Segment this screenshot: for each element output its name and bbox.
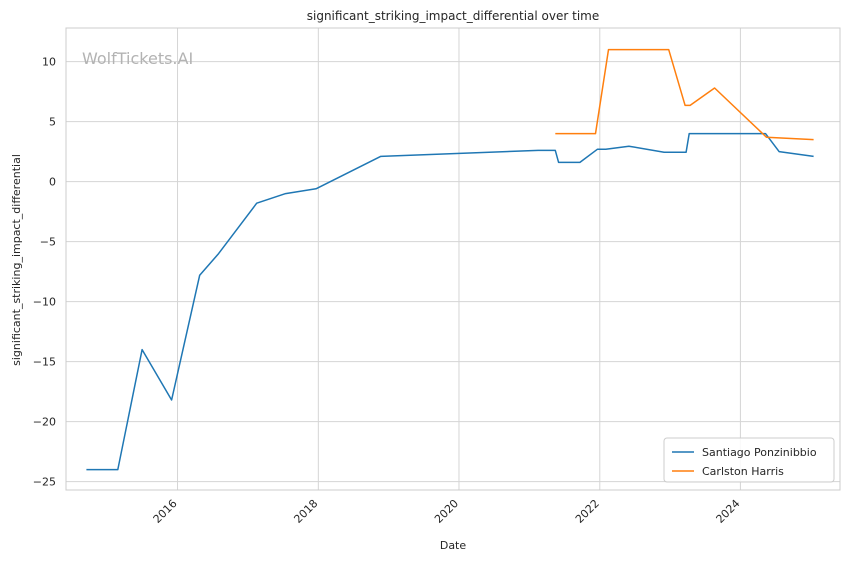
y-tick-label: −15 [33, 356, 56, 369]
chart-title: significant_striking_impact_differential… [307, 9, 599, 23]
y-tick-label: 10 [42, 56, 56, 69]
y-tick-label: −10 [33, 296, 56, 309]
x-tick-label: 2020 [432, 497, 461, 526]
x-tick-label: 2018 [291, 497, 320, 526]
x-tick-label: 2016 [151, 497, 180, 526]
plot-frame [65, 27, 841, 491]
x-tick-label: 2022 [573, 497, 602, 526]
y-tick-label: −25 [33, 476, 56, 489]
legend-box [663, 437, 835, 483]
y-tick-label: −20 [33, 416, 56, 429]
x-tick-label: 2024 [714, 497, 743, 526]
series-layer [86, 48, 814, 471]
y-tick-label: −5 [40, 236, 56, 249]
y-axis-ticks: 10 5 0 −5 −10 −15 −20 −25 [33, 56, 56, 489]
y-tick-label: 5 [49, 116, 56, 129]
y-tick-label: 0 [49, 176, 56, 189]
y-axis-label: significant_striking_impact_differential [10, 154, 23, 366]
x-axis-label: Date [440, 539, 467, 552]
watermark-text: WolfTickets.AI [82, 49, 193, 68]
legend-label: Carlston Harris [702, 465, 784, 478]
x-axis-ticks: 2016 2018 2020 2022 2024 [151, 497, 743, 526]
legend-label: Santiago Ponzinibbio [702, 446, 817, 459]
series-line-1 [86, 132, 814, 471]
series-line-2 [555, 48, 814, 141]
legend: Santiago Ponzinibbio Carlston Harris [663, 437, 835, 483]
